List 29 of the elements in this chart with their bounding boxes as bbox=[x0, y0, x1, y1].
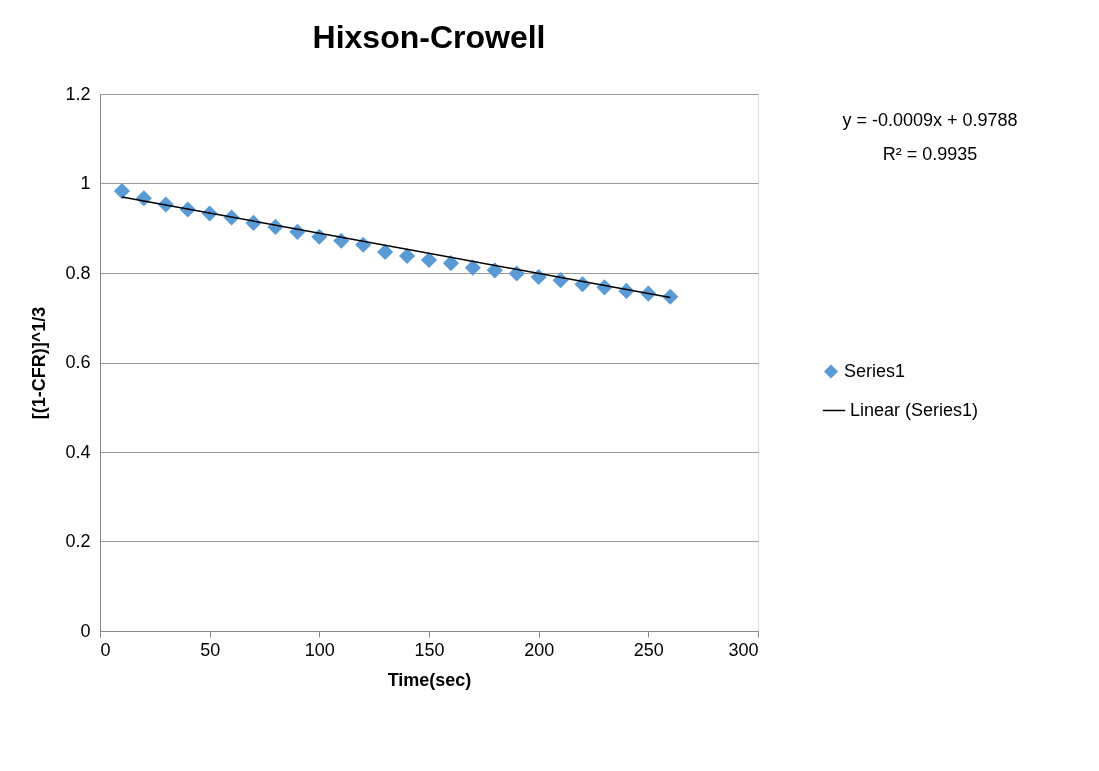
point bbox=[464, 259, 481, 276]
point bbox=[420, 251, 438, 269]
y-axis-title: [(1-CFR)]^1/3 bbox=[29, 306, 50, 420]
y-tick-label: 0.4 bbox=[65, 441, 91, 462]
legend-label: Series1 bbox=[844, 360, 906, 381]
point bbox=[113, 183, 130, 200]
text: R² = 0.9935 bbox=[882, 144, 978, 164]
point bbox=[662, 288, 679, 305]
x-tick-label: 150 bbox=[414, 639, 445, 660]
legend-label: Linear (Series1) bbox=[850, 399, 979, 420]
y-tick-label: 0 bbox=[80, 620, 91, 641]
text: y = -0.0009x + 0.9788 bbox=[842, 110, 1018, 130]
point bbox=[399, 247, 416, 265]
x-tick-label: 50 bbox=[200, 639, 221, 660]
y-tick-label: 0.6 bbox=[65, 352, 91, 372]
chart-title: Hixson-Crowell bbox=[312, 19, 546, 55]
point bbox=[442, 255, 459, 272]
x-tick-label: 0 bbox=[100, 639, 111, 660]
y-tick-label: 1 bbox=[80, 173, 91, 193]
x-axis-title: Time(sec) bbox=[387, 669, 472, 690]
x-tick-label: 200 bbox=[524, 639, 555, 660]
point bbox=[486, 262, 503, 279]
y-tick-label: 0.8 bbox=[65, 262, 91, 283]
x-tick-label: 100 bbox=[304, 639, 335, 660]
y-tick-label: 0.2 bbox=[65, 531, 91, 551]
x-tick-label: 300 bbox=[728, 639, 759, 660]
y-tick-label: 1.2 bbox=[65, 83, 91, 104]
x-tick-label: 250 bbox=[633, 639, 664, 660]
point bbox=[377, 243, 394, 261]
